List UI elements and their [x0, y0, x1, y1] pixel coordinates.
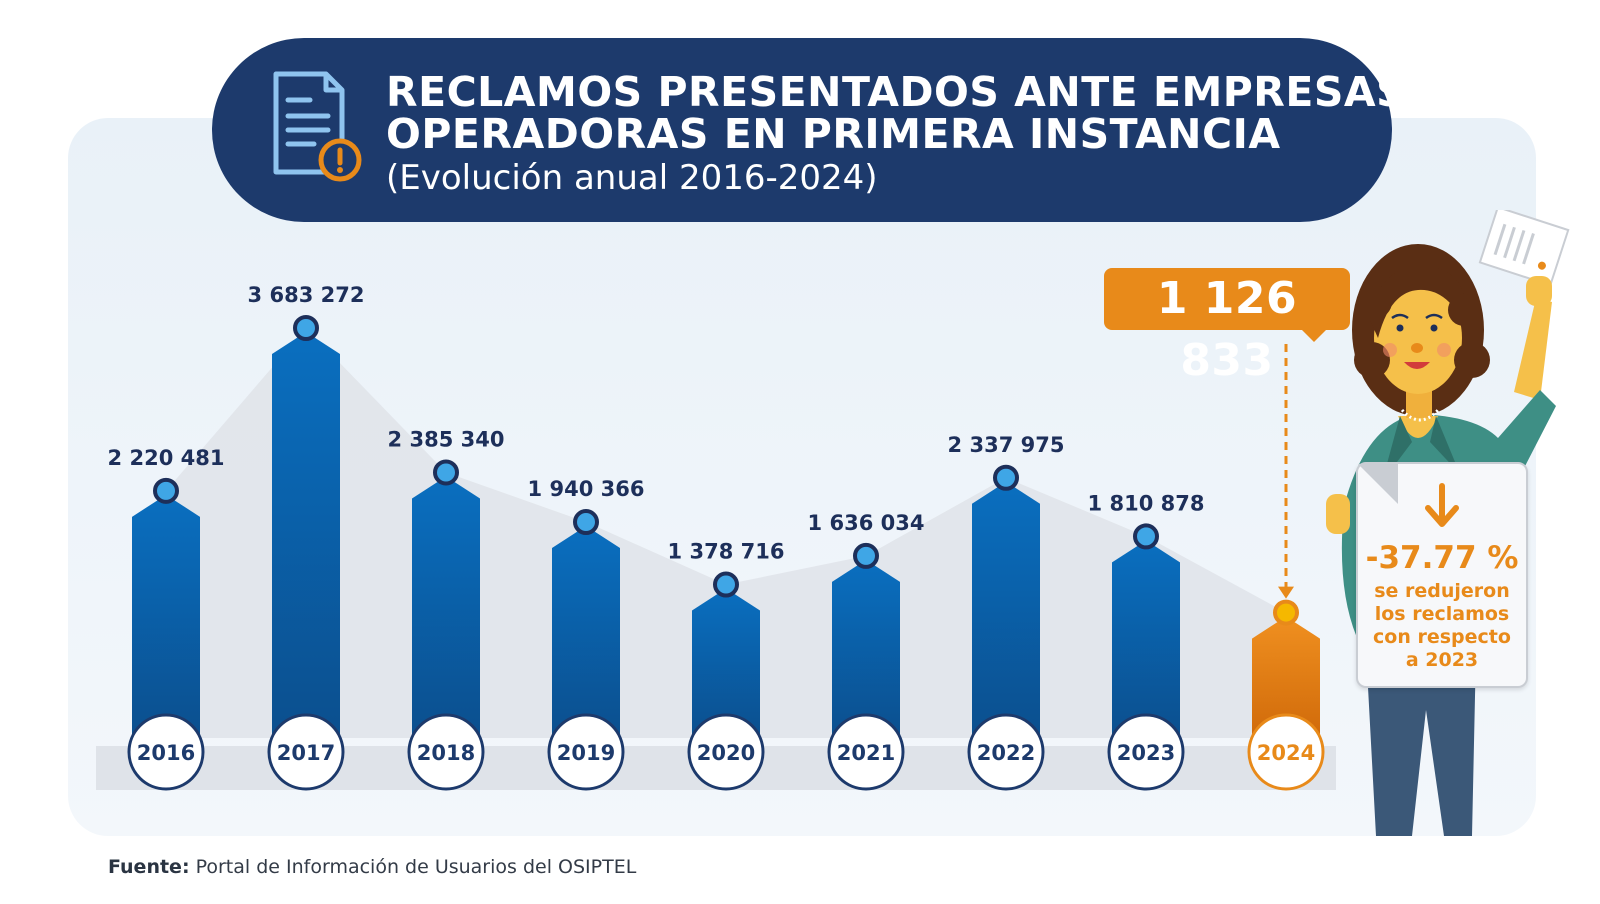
- value-label-2016: 2 220 481: [108, 446, 225, 470]
- year-label-2020: 2020: [697, 741, 755, 765]
- chart-subtitle: (Evolución anual 2016-2024): [386, 158, 878, 198]
- value-label-2023: 1 810 878: [1088, 491, 1205, 515]
- value-label-2021: 1 636 034: [808, 511, 925, 535]
- bar-2019: [552, 526, 620, 738]
- year-label-2022: 2022: [977, 741, 1035, 765]
- point-2022: [993, 464, 1019, 491]
- value-label-2020: 1 378 716: [668, 540, 785, 564]
- bar-2024: [1252, 616, 1320, 738]
- year-label-2016: 2016: [137, 741, 195, 765]
- year-label-2024: 2024: [1257, 741, 1315, 765]
- source-note: Fuente: Portal de Información de Usuario…: [108, 856, 636, 878]
- bar-2023: [1112, 540, 1180, 738]
- bar-2016: [132, 494, 200, 738]
- point-2020: [713, 571, 739, 598]
- value-label-2018: 2 385 340: [388, 427, 505, 451]
- chart-title-line-1: RECLAMOS PRESENTADOS ANTE EMPRESAS: [386, 68, 1407, 116]
- year-badge-2020: [687, 713, 765, 791]
- value-label-2017: 3 683 272: [248, 283, 365, 307]
- year-badge-2024: [1247, 713, 1325, 791]
- year-label-2018: 2018: [417, 741, 475, 765]
- value-label-2019: 1 940 366: [528, 477, 645, 501]
- point-2019: [573, 509, 599, 536]
- source-text: Portal de Información de Usuarios del OS…: [195, 856, 637, 878]
- point-2017: [293, 315, 319, 341]
- point-2021: [853, 542, 879, 569]
- note-line-2: los reclamos: [1374, 603, 1510, 625]
- reduction-percent: -37.77 %: [1365, 540, 1519, 576]
- note-line-3: con respecto: [1373, 626, 1511, 648]
- year-badge-2021: [827, 713, 905, 791]
- callout-connector-arrow: [1278, 586, 1294, 599]
- note-line-4: a 2023: [1405, 649, 1479, 671]
- highlight-value-callout: 1 126 833: [1104, 268, 1350, 386]
- bar-2018: [412, 476, 480, 738]
- value-label-2022: 2 337 975: [948, 433, 1065, 457]
- year-badge-2018: [407, 713, 485, 791]
- year-label-2017: 2017: [277, 741, 335, 765]
- year-label-2019: 2019: [557, 741, 615, 765]
- year-badge-2022: [967, 713, 1045, 791]
- bar-2017: [272, 332, 340, 738]
- year-label-2021: 2021: [837, 741, 895, 765]
- note-line-1: se redujeron: [1374, 580, 1510, 602]
- callout-pointer: [1300, 328, 1328, 342]
- point-2024: [1273, 599, 1299, 626]
- year-badge-2017: [267, 713, 345, 791]
- source-label: Fuente:: [108, 856, 190, 878]
- title-banner: RECLAMOS PRESENTADOS ANTE EMPRESAS OPERA…: [212, 38, 1406, 222]
- point-2018: [433, 459, 459, 486]
- year-label-2023: 2023: [1117, 741, 1175, 765]
- point-2016: [153, 477, 179, 504]
- note-card-fold: [1358, 464, 1398, 504]
- arrow-down-icon: [1425, 483, 1459, 527]
- point-2023: [1133, 523, 1159, 550]
- year-badge-2016: [127, 713, 205, 791]
- chart-title-line-2: OPERADORAS EN PRIMERA INSTANCIA: [386, 110, 1281, 158]
- bar-2022: [972, 481, 1040, 738]
- complaint-document-icon: [273, 71, 362, 182]
- year-badge-2019: [547, 713, 625, 791]
- bar-2021: [832, 559, 900, 738]
- year-badge-2023: [1107, 713, 1185, 791]
- bar-2020: [692, 588, 760, 738]
- reduction-note-card: -37.77 % se redujeron los reclamos con r…: [1356, 462, 1528, 688]
